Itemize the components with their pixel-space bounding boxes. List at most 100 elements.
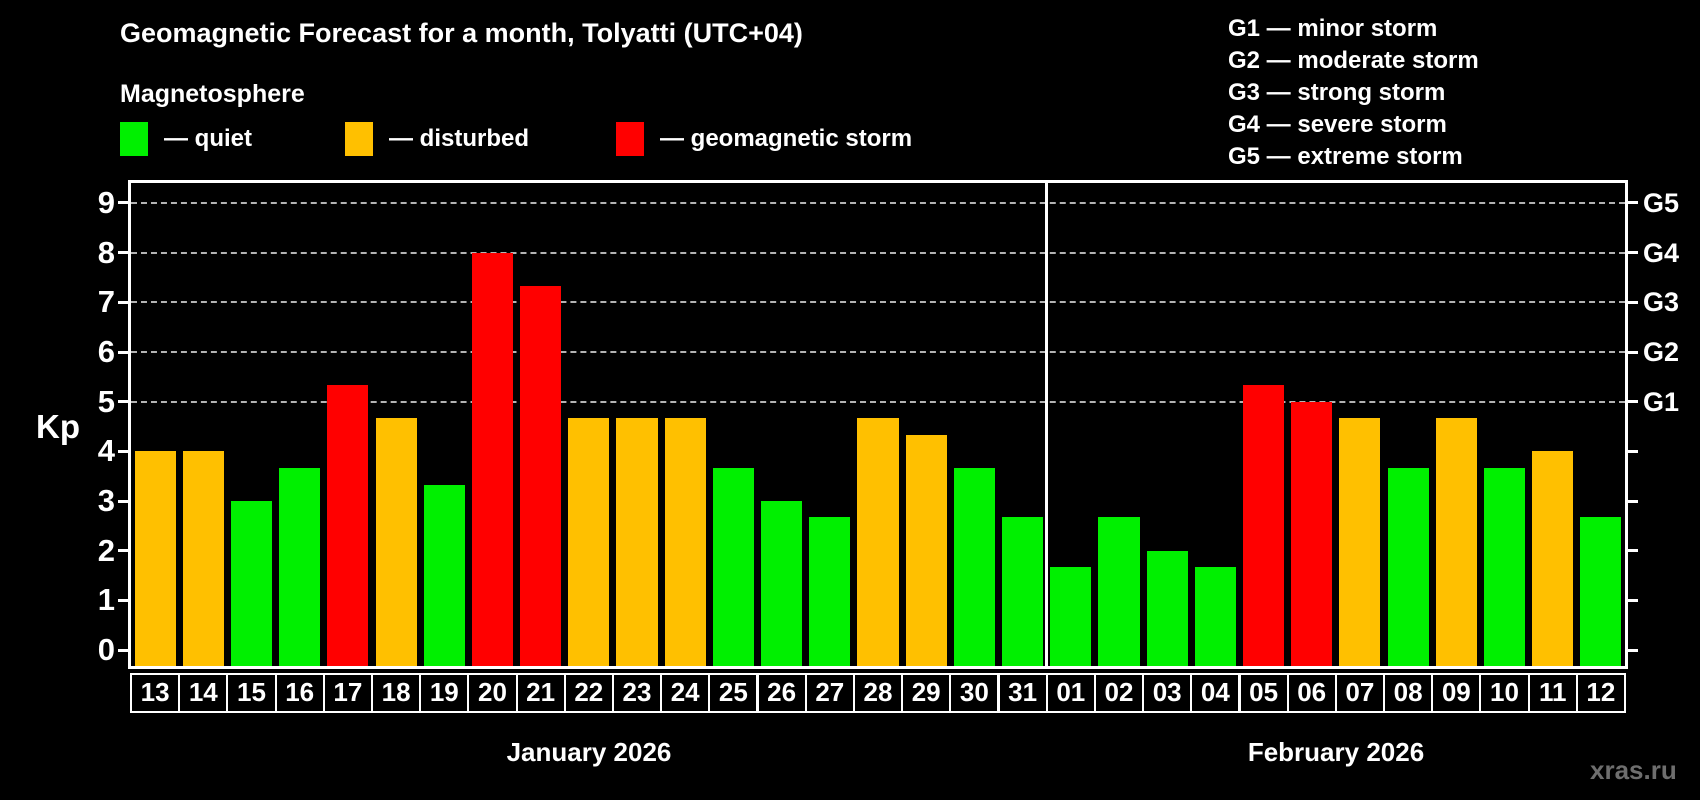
y-tick-right [1628,449,1638,453]
y-tick-left [118,300,128,304]
kp-bar-day-23 [616,418,658,666]
y-tick-right [1628,300,1638,304]
kp-bar-day-24 [664,418,706,666]
day-label-10: 10 [1479,673,1530,713]
kp-bar-day-10 [1483,467,1526,666]
day-label-06: 06 [1286,673,1337,713]
kp-bar-day-21 [520,285,562,666]
gridline-kp9 [131,201,1625,204]
kp-bar-day-25 [712,467,754,666]
kp-bar-day-07 [1339,418,1381,666]
gridline-kp5 [131,400,1625,403]
y-tick-label: 2 [97,532,115,568]
day-label-26: 26 [756,673,807,713]
day-label-16: 16 [274,673,325,713]
y-tick-left [118,350,128,354]
day-label-20: 20 [467,673,518,713]
watermark: xras.ru [1590,755,1677,785]
y-tick-right [1628,201,1638,205]
day-label-27: 27 [804,673,855,713]
y-tick-right [1628,400,1638,404]
magnetosphere-label: Magnetosphere [120,80,305,108]
day-label-23: 23 [611,673,663,713]
day-label-25: 25 [708,673,759,713]
y-tick-label: 5 [97,383,115,419]
g-scale-label-g5: G5 [1643,187,1680,218]
y-tick-right [1628,598,1638,602]
disturbed-color-swatch [345,122,373,156]
day-label-01: 01 [1045,673,1096,713]
y-tick-left [118,598,128,602]
day-label-08: 08 [1383,673,1434,713]
y-tick-left [118,499,128,503]
plot-area: 0 1 2 3 4 5 6 7 8 9 G1 G2 G3 G4 G5 [98,180,1679,669]
y-tick-left [118,449,128,453]
kp-bar-day-26 [761,501,803,666]
month-label-january: January 2026 [506,737,672,767]
legend-label-disturbed: — disturbed [389,125,530,152]
legend-label-quiet: — quiet [164,125,252,152]
legend-label-storm: — geomagnetic storm [660,125,913,152]
kp-bar-day-20 [471,252,514,666]
day-label-21: 21 [515,673,566,713]
storm-scale-line-g4: G4 — severe storm [1228,111,1447,138]
kp-bar-day-12 [1580,517,1622,666]
day-label-13: 13 [130,673,181,713]
kp-bar-day-06 [1291,401,1333,666]
kp-bar-day-01 [1050,567,1092,666]
storm-scale-line-g2: G2 — moderate storm [1228,47,1479,74]
page-title: Geomagnetic Forecast for a month, Tolyat… [120,18,803,48]
kp-bar-day-15 [230,501,273,666]
kp-bar-day-09 [1435,418,1477,666]
day-label-11: 11 [1527,673,1578,713]
y-axis-title: Kp [36,408,80,445]
kp-bar-day-03 [1146,550,1188,666]
day-label-17: 17 [322,673,373,713]
y-tick-left [118,400,128,404]
day-label-24: 24 [660,673,711,713]
y-tick-right [1628,251,1638,255]
quiet-color-swatch [120,122,148,156]
g-scale-label-g4: G4 [1643,237,1680,268]
y-tick-left [118,201,128,205]
day-label-09: 09 [1431,673,1482,713]
storm-scale-line-g1: G1 — minor storm [1228,15,1438,42]
y-tick-right [1628,499,1638,503]
kp-bar-day-08 [1387,467,1429,666]
y-tick-right [1628,549,1638,553]
month-divider [1045,183,1049,666]
kp-bar-day-14 [182,451,224,666]
kp-bar-day-19 [423,484,465,666]
kp-bar-day-31 [1002,517,1044,666]
day-label-07: 07 [1334,673,1385,713]
y-tick-right [1628,648,1638,652]
day-label-22: 22 [563,673,614,713]
legend-item-storm: — geomagnetic storm [616,120,912,158]
day-label-30: 30 [949,673,1000,713]
storm-color-swatch [616,122,644,156]
kp-bar-day-11 [1532,451,1574,666]
day-label-31: 31 [997,673,1048,713]
kp-bar-day-02 [1098,517,1140,666]
day-label-14: 14 [178,673,229,713]
y-tick-label: 7 [97,284,115,320]
g-scale-label-g1: G1 [1643,386,1680,417]
g-scale-label-g2: G2 [1643,337,1680,367]
y-tick-label: 4 [97,433,115,469]
kp-bar-day-22 [568,418,610,666]
kp-bar-day-18 [375,418,417,666]
kp-bar-day-29 [905,434,947,666]
y-tick-label: 3 [97,483,115,518]
y-tick-label: 8 [97,234,115,270]
y-tick-label: 6 [97,334,115,369]
day-label-05: 05 [1238,673,1289,713]
kp-bar-day-05 [1243,385,1285,666]
day-label-02: 02 [1093,673,1145,713]
legend-item-quiet: — quiet [120,120,252,158]
kp-bar-day-27 [809,517,851,666]
gridline-kp6 [131,351,1625,353]
day-label-29: 29 [901,673,952,713]
day-label-12: 12 [1575,673,1626,713]
y-tick-label: 9 [97,184,115,220]
